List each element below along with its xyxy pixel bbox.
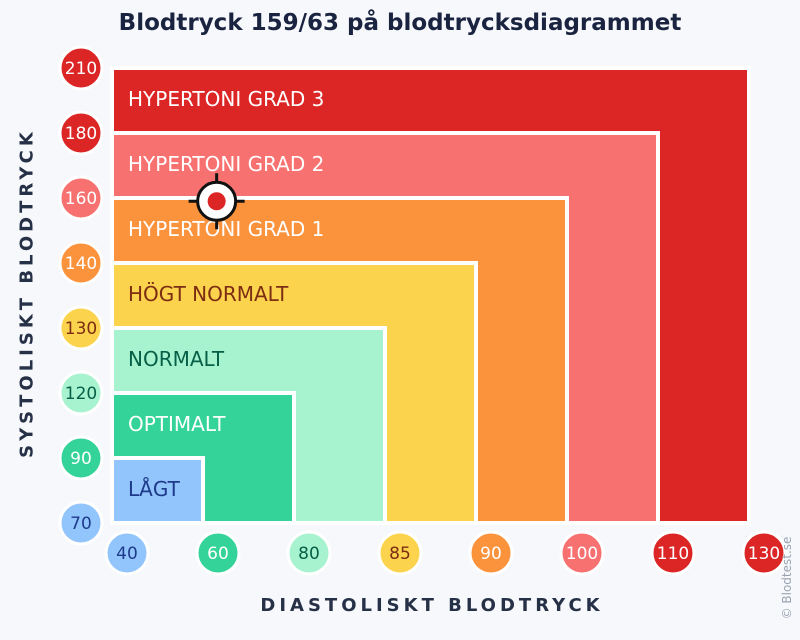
y-tick-label: 90 xyxy=(70,449,92,469)
x-axis-label: DIASTOLISKT BLODTRYCK xyxy=(260,595,604,616)
y-tick-70: 70 xyxy=(58,500,104,546)
x-tick-label: 80 xyxy=(298,544,320,564)
y-tick-circle xyxy=(58,305,104,351)
x-tick-130: 130 xyxy=(741,530,787,576)
y-axis-label: SYSTOLISKT BLODTRYCK xyxy=(16,128,38,458)
y-tick-90: 90 xyxy=(58,435,104,481)
x-tick-label: 90 xyxy=(480,544,502,564)
zone-label-1: HYPERTONI GRAD 3 xyxy=(128,87,324,111)
x-tick-circle xyxy=(741,530,787,576)
x-tick-110: 110 xyxy=(650,530,696,576)
x-tick-circle xyxy=(559,530,605,576)
x-tick-label: 40 xyxy=(116,544,138,564)
x-tick-40: 40 xyxy=(104,530,150,576)
y-tick-circle xyxy=(58,45,104,91)
y-tick-circle xyxy=(58,370,104,416)
x-tick-label: 85 xyxy=(389,544,411,564)
y-tick-130: 130 xyxy=(58,305,104,351)
x-tick-circle xyxy=(468,530,514,576)
y-tick-circle xyxy=(58,500,104,546)
y-tick-label: 120 xyxy=(65,384,97,404)
y-tick-label: 70 xyxy=(70,514,92,534)
y-tick-circle xyxy=(58,435,104,481)
y-tick-label: 140 xyxy=(65,254,97,274)
zone-label-7: LÅGT xyxy=(128,477,181,501)
x-tick-85: 85 xyxy=(377,530,423,576)
x-tick-circle xyxy=(377,530,423,576)
y-tick-circle xyxy=(58,110,104,156)
zone-label-6: OPTIMALT xyxy=(128,412,226,436)
x-tick-label: 100 xyxy=(566,544,598,564)
x-tick-80: 80 xyxy=(286,530,332,576)
credit-text: © Blodtest.se xyxy=(780,536,794,620)
x-tick-circle xyxy=(650,530,696,576)
x-tick-100: 100 xyxy=(559,530,605,576)
x-tick-circle xyxy=(195,530,241,576)
y-tick-label: 160 xyxy=(65,189,97,209)
y-tick-circle xyxy=(58,240,104,286)
x-tick-circle xyxy=(104,530,150,576)
x-tick-label: 130 xyxy=(748,544,780,564)
y-tick-140: 140 xyxy=(58,240,104,286)
zone-7 xyxy=(110,456,205,525)
zone-label-2: HYPERTONI GRAD 2 xyxy=(128,152,324,176)
marker-dot xyxy=(207,192,226,211)
y-tick-180: 180 xyxy=(58,110,104,156)
chart-title: Blodtryck 159/63 på blodtrycksdiagrammet xyxy=(118,10,682,36)
y-tick-label: 130 xyxy=(65,319,97,339)
y-tick-210: 210 xyxy=(58,45,104,91)
y-tick-label: 210 xyxy=(65,59,97,79)
y-tick-120: 120 xyxy=(58,370,104,416)
x-tick-60: 60 xyxy=(195,530,241,576)
x-tick-90: 90 xyxy=(468,530,514,576)
x-tick-circle xyxy=(286,530,332,576)
x-tick-label: 110 xyxy=(657,544,689,564)
zone-label-5: NORMALT xyxy=(128,347,225,371)
y-tick-circle xyxy=(58,175,104,221)
y-tick-label: 180 xyxy=(65,124,97,144)
zone-label-4: HÖGT NORMALT xyxy=(128,282,289,306)
target-marker-icon xyxy=(188,173,245,230)
x-tick-label: 60 xyxy=(207,544,229,564)
y-tick-160: 160 xyxy=(58,175,104,221)
zone-label-3: HYPERTONI GRAD 1 xyxy=(128,217,324,241)
